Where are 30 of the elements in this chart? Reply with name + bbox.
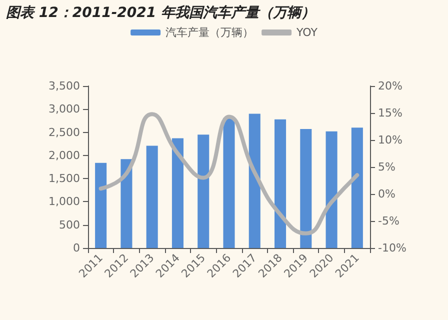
- y2-tick-label: 15%: [378, 106, 402, 120]
- y-tick-label: 2,500: [48, 126, 80, 139]
- y-tick-label: 0: [73, 242, 80, 254]
- y-tick-label: 3,000: [48, 102, 80, 116]
- y2-tick-label: -10%: [378, 242, 406, 254]
- y-tick-label: 1,000: [48, 195, 80, 208]
- bar: [223, 118, 235, 248]
- bar: [326, 131, 338, 248]
- bar: [95, 162, 107, 248]
- y2-tick-label: 0%: [378, 188, 396, 200]
- legend-label: YOY: [296, 26, 318, 39]
- bar: [146, 146, 158, 248]
- bar: [172, 138, 184, 248]
- bar: [300, 129, 312, 248]
- y-tick-label: 3,500: [48, 80, 80, 92]
- legend-label: 汽车产量（万辆）: [166, 26, 254, 39]
- y-tick-label: 500: [59, 218, 80, 232]
- y-tick-label: 2,000: [48, 148, 80, 162]
- y2-tick-label: 5%: [378, 160, 396, 174]
- bar: [351, 128, 363, 248]
- bar: [248, 114, 260, 248]
- y2-tick-label: 20%: [378, 80, 402, 92]
- line-series: [98, 112, 360, 236]
- bar: [198, 134, 210, 248]
- y-tick-label: 1,500: [48, 172, 80, 186]
- bar: [120, 159, 132, 248]
- chart-title: 图表 12：2011-2021 年我国汽车产量（万辆）: [6, 4, 315, 22]
- bar: [274, 119, 286, 248]
- y2-tick-label: 10%: [378, 134, 402, 146]
- y2-tick-label: -5%: [378, 214, 400, 228]
